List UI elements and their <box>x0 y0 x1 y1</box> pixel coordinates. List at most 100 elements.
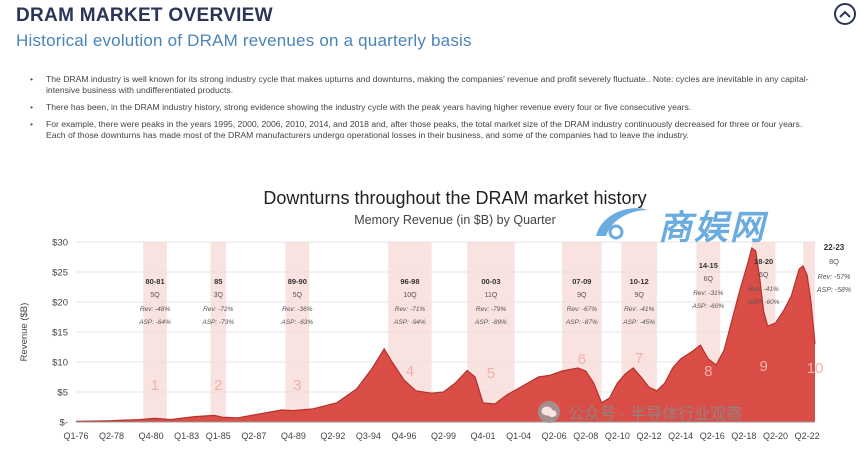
downturn-asp: ASP: -73% <box>201 319 234 326</box>
bullet-item: For example, there were peaks in the yea… <box>30 119 810 141</box>
x-tick-label: Q3-94 <box>356 431 381 441</box>
watermark-swoosh-icon <box>596 208 648 240</box>
downturn-quarters: 8Q <box>829 257 839 266</box>
page-subtitle: Historical evolution of DRAM revenues on… <box>16 31 472 50</box>
downturn-asp: ASP: -89% <box>474 319 507 326</box>
bullet-item: There has been, in the DRAM industry his… <box>30 102 810 113</box>
downturn-quarters: 10Q <box>403 292 417 299</box>
downturn-asp: ASP: -58% <box>816 287 851 294</box>
downturn-number: 7 <box>635 350 643 367</box>
x-tick-label: Q4-89 <box>281 431 306 441</box>
x-tick-label: Q2-99 <box>431 431 456 441</box>
downturn-years: 14-15 <box>699 261 718 270</box>
x-tick-label: Q2-14 <box>668 431 693 441</box>
downturn-quarters: 6Q <box>704 276 714 283</box>
chevron-up-icon <box>839 10 851 18</box>
downturn-asp: ASP: -45% <box>622 319 655 326</box>
downturn-years: 96-98 <box>400 277 419 286</box>
x-tick-label: Q2-20 <box>763 431 788 441</box>
x-tick-label: Q2-12 <box>637 431 662 441</box>
watermark-text: 商娱网 <box>658 207 766 248</box>
x-tick-label: Q4-96 <box>391 431 416 441</box>
downturn-years: 07-09 <box>572 277 591 286</box>
downturn-asp: ASP: -87% <box>565 319 598 326</box>
y-axis-label: Revenue ($B) <box>19 303 30 362</box>
downturn-rev: Rev: -41% <box>624 306 655 313</box>
downturn-number: 5 <box>487 365 495 382</box>
downturn-rev: Rev: -48% <box>140 306 171 313</box>
y-tick-label: $30 <box>52 238 68 249</box>
page-title: DRAM MARKET OVERVIEW <box>16 5 273 26</box>
downturn-years: 85 <box>214 277 222 286</box>
downturn-number: 3 <box>293 377 301 394</box>
y-tick-label: $- <box>60 418 68 429</box>
x-tick-label: Q4-01 <box>471 431 496 441</box>
downturn-quarters: 9Q <box>577 292 587 299</box>
bullet-list: The DRAM industry is well known for its … <box>30 74 810 147</box>
x-tick-label: Q2-92 <box>320 431 345 441</box>
revenue-area <box>76 248 815 422</box>
x-tick-label: Q2-22 <box>795 431 820 441</box>
y-tick-label: $25 <box>52 268 68 279</box>
downturn-rev: Rev: -79% <box>476 306 507 313</box>
x-tick-label: Q2-06 <box>542 431 567 441</box>
x-tick-label: Q2-18 <box>731 431 756 441</box>
downturn-quarters: 5Q <box>150 292 160 299</box>
downturn-asp: ASP: -94% <box>393 319 426 326</box>
y-tick-label: $20 <box>52 298 68 309</box>
x-tick-label: Q2-16 <box>700 431 725 441</box>
x-tick-label: Q1-83 <box>174 431 199 441</box>
collapse-button[interactable] <box>834 3 856 25</box>
downturn-years: 89-90 <box>288 277 307 286</box>
downturn-quarters: 6Q <box>759 272 769 279</box>
y-tick-label: $10 <box>52 358 68 369</box>
downturn-rev: Rev: -67% <box>567 306 598 313</box>
downturn-rev: Rev: -57% <box>818 274 851 281</box>
x-tick-label: Q2-08 <box>573 431 598 441</box>
downturn-years: 18-20 <box>754 257 773 266</box>
downturn-quarters: 5Q <box>293 292 303 299</box>
downturn-number: 10 <box>807 360 824 377</box>
downturn-asp: ASP: -64% <box>138 319 171 326</box>
chart-title: Downturns throughout the DRAM market his… <box>263 188 646 208</box>
downturn-band <box>285 242 310 422</box>
downturn-number: 4 <box>406 363 414 380</box>
downturn-number: 1 <box>151 377 159 394</box>
chart-subtitle: Memory Revenue (in $B) by Quarter <box>354 213 555 227</box>
y-tick-label: $15 <box>52 328 68 339</box>
downturn-years: 00-03 <box>481 277 500 286</box>
downturn-number: 2 <box>214 377 222 394</box>
downturn-number: 8 <box>704 363 712 380</box>
downturn-band <box>210 242 227 422</box>
x-tick-label: Q1-76 <box>63 431 88 441</box>
downturn-asp: ASP: -60% <box>691 303 724 310</box>
downturn-years: 10-12 <box>630 277 649 286</box>
x-tick-label: Q2-10 <box>605 431 630 441</box>
downturn-asp: ASP: -60% <box>747 299 780 306</box>
x-tick-label: Q4-80 <box>139 431 164 441</box>
downturn-number: 6 <box>578 351 586 368</box>
bullet-item: The DRAM industry is well known for its … <box>30 74 810 96</box>
downturn-rev: Rev: -72% <box>203 306 234 313</box>
x-tick-label: Q2-78 <box>99 431 124 441</box>
x-tick-label: Q2-87 <box>241 431 266 441</box>
wechat-icon <box>538 401 560 423</box>
downturn-rev: Rev: -41% <box>748 286 779 293</box>
downturn-years: 80-81 <box>145 277 164 286</box>
downturn-asp: ASP: -63% <box>280 319 313 326</box>
downturn-band <box>143 242 167 422</box>
watermark-logo: 商娱网 <box>592 200 832 248</box>
downturn-rev: Rev: -31% <box>693 290 724 297</box>
downturn-number: 9 <box>759 358 767 375</box>
downturn-rev: Rev: -71% <box>395 306 426 313</box>
downturn-quarters: 11Q <box>485 292 498 299</box>
watermark-footer: 公众号 · 半导体行业观察 <box>538 400 742 424</box>
downturn-quarters: 3Q <box>214 292 224 299</box>
y-tick-label: $5 <box>57 388 68 399</box>
dram-revenue-chart: Downturns throughout the DRAM market his… <box>19 188 851 441</box>
downturn-rev: Rev: -36% <box>282 306 313 313</box>
downturn-quarters: 9Q <box>634 292 644 299</box>
x-tick-label: Q1-04 <box>506 431 531 441</box>
watermark-footer-text: 公众号 · 半导体行业观察 <box>568 406 743 423</box>
revenue-line <box>75 246 816 422</box>
